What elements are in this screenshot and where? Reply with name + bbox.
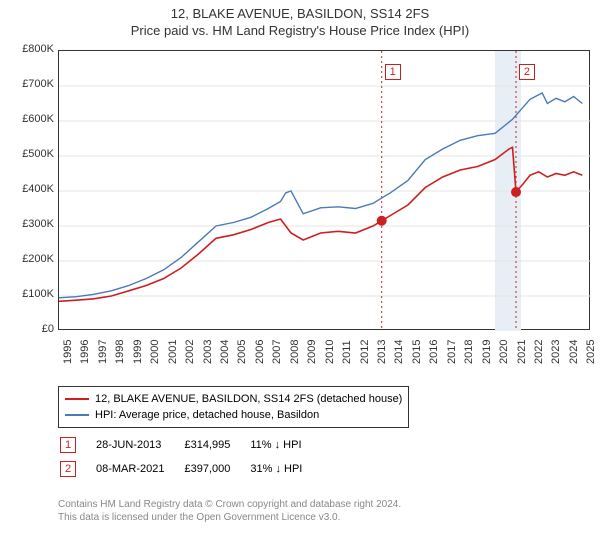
- x-tick-label: 2019: [481, 340, 493, 364]
- x-tick-label: 2013: [376, 340, 388, 364]
- x-tick-label: 2004: [219, 340, 231, 364]
- x-tick-label: 2023: [550, 340, 562, 364]
- x-tick-label: 2025: [585, 340, 597, 364]
- legend-item-hpi: HPI: Average price, detached house, Basi…: [65, 407, 402, 423]
- x-tick-label: 2016: [428, 340, 440, 364]
- y-tick-label: £700K: [14, 78, 54, 90]
- legend-item-price-paid: 12, BLAKE AVENUE, BASILDON, SS14 2FS (de…: [65, 391, 402, 407]
- footer-line: Contains HM Land Registry data © Crown c…: [58, 499, 401, 510]
- marker-badge: 2: [60, 461, 76, 477]
- price-cell: £397,000: [184, 458, 248, 480]
- x-tick-label: 2018: [463, 340, 475, 364]
- x-tick-label: 2002: [184, 340, 196, 364]
- legend-swatch: [65, 398, 89, 400]
- chart-subtitle: Price paid vs. HM Land Registry's House …: [0, 21, 600, 38]
- table-row: 2 08-MAR-2021 £397,000 31% ↓ HPI: [60, 458, 320, 480]
- x-tick-label: 2012: [359, 340, 371, 364]
- plot-area: [58, 50, 590, 330]
- marker-cell: 2: [60, 458, 94, 480]
- x-tick-label: 1996: [79, 340, 91, 364]
- diff-cell: 11% ↓ HPI: [250, 434, 320, 456]
- y-tick-label: £600K: [14, 113, 54, 125]
- x-tick-label: 2001: [167, 340, 179, 364]
- markers-table: 1 28-JUN-2013 £314,995 11% ↓ HPI 2 08-MA…: [58, 432, 322, 482]
- x-tick-label: 2000: [149, 340, 161, 364]
- table-row: 1 28-JUN-2013 £314,995 11% ↓ HPI: [60, 434, 320, 456]
- chart-container: 12, BLAKE AVENUE, BASILDON, SS14 2FS Pri…: [0, 0, 600, 560]
- x-tick-label: 1995: [62, 340, 74, 364]
- marker-badge: 1: [60, 437, 76, 453]
- y-tick-label: £500K: [14, 148, 54, 160]
- x-tick-label: 2009: [306, 340, 318, 364]
- price-marker-dot: [377, 216, 387, 226]
- x-tick-label: 2021: [516, 340, 528, 364]
- x-tick-label: 2010: [324, 340, 336, 364]
- x-tick-label: 2022: [533, 340, 545, 364]
- chart-title: 12, BLAKE AVENUE, BASILDON, SS14 2FS: [0, 0, 600, 21]
- legend: 12, BLAKE AVENUE, BASILDON, SS14 2FS (de…: [58, 386, 409, 428]
- series-price_paid: [59, 147, 582, 301]
- price-cell: £314,995: [184, 434, 248, 456]
- x-tick-label: 2024: [568, 340, 580, 364]
- event-marker-badge: 1: [385, 64, 401, 80]
- y-tick-label: £0: [14, 323, 54, 335]
- y-tick-label: £100K: [14, 288, 54, 300]
- x-tick-label: 1998: [114, 340, 126, 364]
- x-tick-label: 1999: [132, 340, 144, 364]
- marker-cell: 1: [60, 434, 94, 456]
- line-series-svg: [59, 51, 591, 331]
- chart-area: £0 £100K £200K £300K £400K £500K £600K £700K £80…: [10, 44, 590, 394]
- x-tick-label: 2008: [289, 340, 301, 364]
- x-tick-label: 1997: [97, 340, 109, 364]
- y-tick-label: £200K: [14, 253, 54, 265]
- y-tick-label: £800K: [14, 43, 54, 55]
- y-tick-label: £300K: [14, 218, 54, 230]
- legend-label: HPI: Average price, detached house, Basi…: [95, 409, 319, 421]
- legend-swatch: [65, 414, 89, 416]
- y-tick-label: £400K: [14, 183, 54, 195]
- x-tick-label: 2020: [498, 340, 510, 364]
- footer-attribution: Contains HM Land Registry data © Crown c…: [58, 498, 401, 524]
- legend-label: 12, BLAKE AVENUE, BASILDON, SS14 2FS (de…: [95, 393, 402, 405]
- x-tick-label: 2015: [411, 340, 423, 364]
- series-hpi: [59, 93, 582, 298]
- x-tick-label: 2007: [271, 340, 283, 364]
- price-marker-dot: [511, 187, 521, 197]
- x-tick-label: 2011: [341, 340, 353, 364]
- footer-line: This data is licensed under the Open Gov…: [58, 512, 340, 523]
- date-cell: 08-MAR-2021: [96, 458, 182, 480]
- event-marker-badge: 2: [519, 64, 535, 80]
- x-tick-label: 2014: [393, 340, 405, 364]
- x-tick-label: 2003: [202, 340, 214, 364]
- x-tick-label: 2017: [446, 340, 458, 364]
- date-cell: 28-JUN-2013: [96, 434, 182, 456]
- x-tick-label: 2005: [236, 340, 248, 364]
- diff-cell: 31% ↓ HPI: [250, 458, 320, 480]
- x-tick-label: 2006: [254, 340, 266, 364]
